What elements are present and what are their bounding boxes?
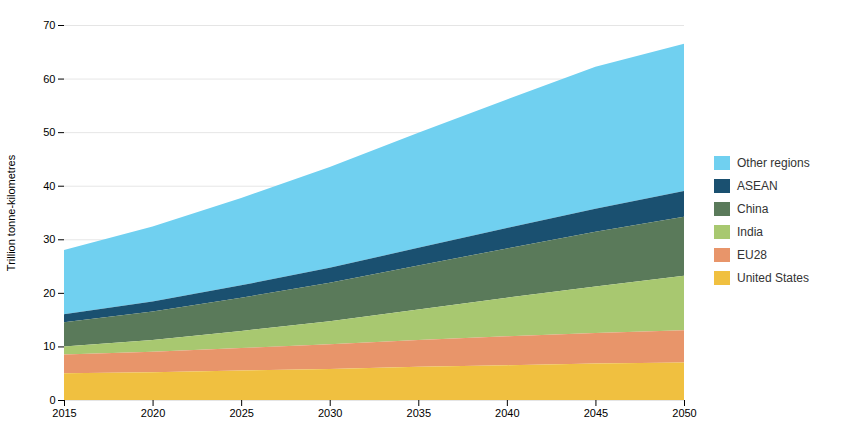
html-text:ASEAN: ASEAN bbox=[737, 178, 778, 193]
svg-text:2050: 2050 bbox=[672, 407, 696, 419]
svg-text:2040: 2040 bbox=[495, 407, 519, 419]
svg-text:2045: 2045 bbox=[584, 407, 608, 419]
svg-text:0: 0 bbox=[49, 394, 55, 406]
svg-text:50: 50 bbox=[43, 126, 55, 138]
svg-text:Trillion tonne-kilometres: Trillion tonne-kilometres bbox=[5, 154, 17, 271]
svg-text:70: 70 bbox=[43, 19, 55, 31]
html-text:United States: United States bbox=[737, 270, 809, 285]
svg-text:2015: 2015 bbox=[52, 407, 76, 419]
html-text:China: China bbox=[737, 201, 769, 216]
svg-text:2025: 2025 bbox=[229, 407, 253, 419]
svg-text:2020: 2020 bbox=[141, 407, 165, 419]
svg-text:2030: 2030 bbox=[318, 407, 342, 419]
svg-text:40: 40 bbox=[43, 180, 55, 192]
html-text:Other regions: Other regions bbox=[737, 155, 810, 170]
html-text:EU28: EU28 bbox=[737, 247, 767, 262]
svg-text:30: 30 bbox=[43, 233, 55, 245]
svg-text:10: 10 bbox=[43, 340, 55, 352]
svg-text:60: 60 bbox=[43, 73, 55, 85]
html-text:India: India bbox=[737, 224, 763, 239]
svg-text:20: 20 bbox=[43, 287, 55, 299]
svg-text:2035: 2035 bbox=[407, 407, 431, 419]
